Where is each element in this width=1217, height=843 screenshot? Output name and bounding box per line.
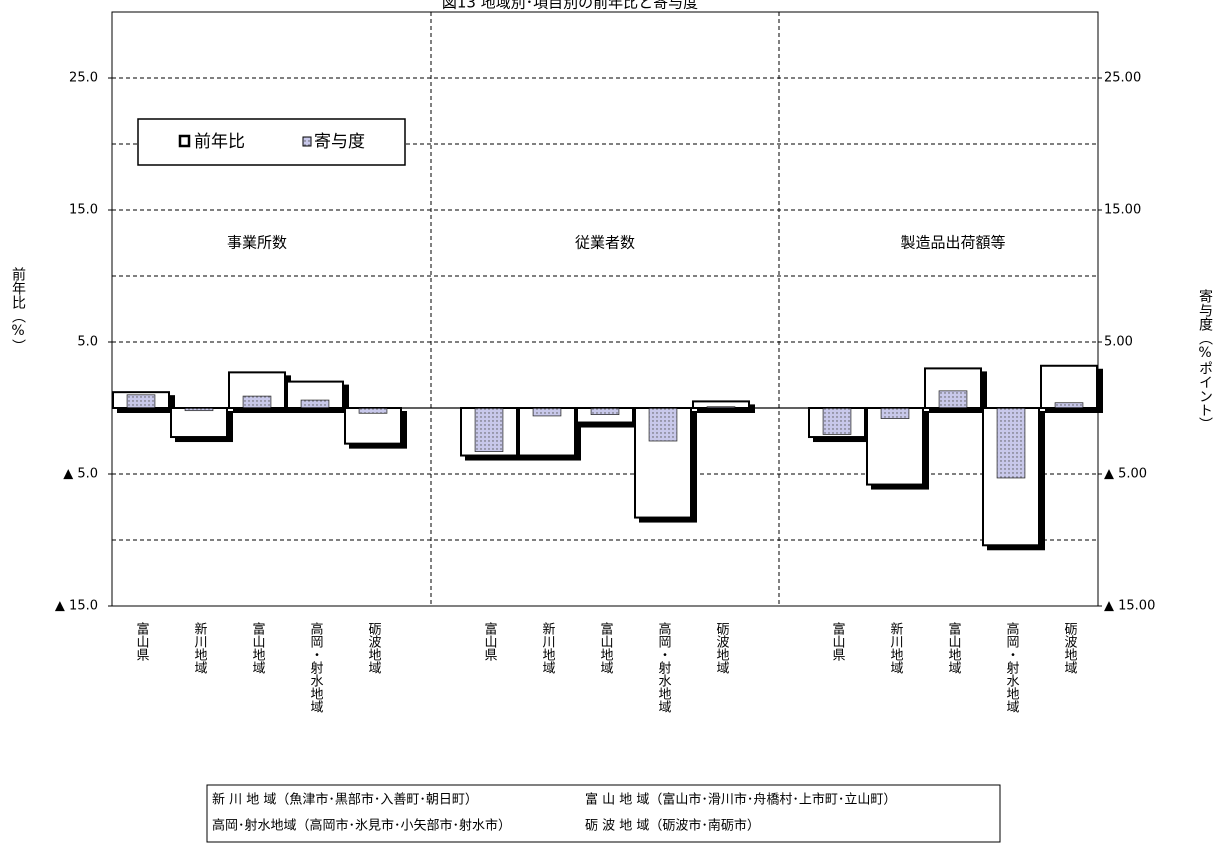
x-tick-label: 高岡・射水地域 (656, 621, 672, 713)
plot-frame (111, 11, 1099, 607)
y2-axis-title: 寄与度（%ポイント） (1197, 288, 1213, 431)
contribution-bar (532, 407, 562, 417)
x-tick-label: 高岡・射水地域 (308, 621, 324, 713)
x-tick-label: 富山地域 (598, 621, 614, 674)
y-tick-label: ▲ 5.0 (63, 467, 98, 482)
contribution-bar (358, 407, 388, 414)
y-tick-label: ▲ 15.0 (55, 599, 98, 614)
x-tick-label: 富山県 (482, 621, 498, 661)
y-tick-label: 5.0 (77, 335, 98, 350)
bar (344, 407, 402, 445)
x-tick-label: 富山県 (134, 621, 150, 661)
y2-tick-label: 5.00 (1104, 335, 1133, 350)
bar (866, 407, 924, 486)
contribution-bar (880, 407, 910, 419)
y-tick-label: 25.0 (69, 71, 98, 86)
y2-tick-label: 25.00 (1104, 71, 1141, 86)
x-tick-label: 富山地域 (946, 621, 962, 674)
bar (1040, 364, 1098, 410)
contribution-bar (1054, 402, 1084, 409)
y2-tick-label: 15.00 (1104, 203, 1141, 218)
x-tick-label: 砺波地域 (1062, 622, 1078, 674)
contribution-bar (938, 390, 968, 409)
note: 砺 波 地 域（砺波市･南砺市） (585, 818, 760, 834)
legend-label: 寄与度 (314, 132, 365, 152)
contribution-bar (242, 395, 272, 409)
x-tick-label: 高岡・射水地域 (1004, 621, 1020, 713)
x-tick-label: 新川地域 (888, 621, 904, 674)
group-label: 従業者数 (575, 234, 635, 252)
contribution-bar (648, 407, 678, 442)
note: 新 川 地 域（魚津市･黒部市･入善町･朝日町） (212, 792, 478, 808)
legend-label: 前年比 (194, 132, 245, 152)
contribution-bar (996, 407, 1026, 479)
x-tick-label: 富山県 (830, 621, 846, 661)
x-tick-label: 新川地域 (540, 621, 556, 674)
chart-title: 図13 地域別･項目別の前年比と寄与度 (442, 0, 698, 12)
note: 高岡･射水地域（高岡市･氷見市･小矢部市･射水市） (212, 818, 511, 834)
legend-marker (178, 134, 191, 148)
legend-marker (302, 136, 312, 147)
contribution-bar (474, 407, 504, 452)
bar (170, 407, 228, 439)
x-tick-label: 砺波地域 (366, 622, 382, 674)
note-box (206, 784, 1001, 843)
note: 富 山 地 域（富山市･滑川市･舟橋村･上市町･立山町） (585, 792, 896, 808)
contribution-bar (590, 407, 620, 415)
group-label: 事業所数 (227, 234, 287, 252)
x-tick-label: 砺波地域 (714, 622, 730, 674)
group-label: 製造品出荷額等 (900, 234, 1005, 252)
y2-tick-label: ▲ 5.00 (1104, 467, 1147, 482)
y2-tick-label: ▲ 15.00 (1104, 599, 1155, 614)
y-tick-label: 15.0 (69, 203, 98, 218)
contribution-bar (822, 407, 852, 435)
contribution-bar (300, 399, 330, 409)
y-axis-title: 前年比（%） (10, 266, 26, 353)
x-tick-label: 富山地域 (250, 621, 266, 674)
x-tick-label: 新川地域 (192, 621, 208, 674)
contribution-bar (126, 394, 156, 409)
